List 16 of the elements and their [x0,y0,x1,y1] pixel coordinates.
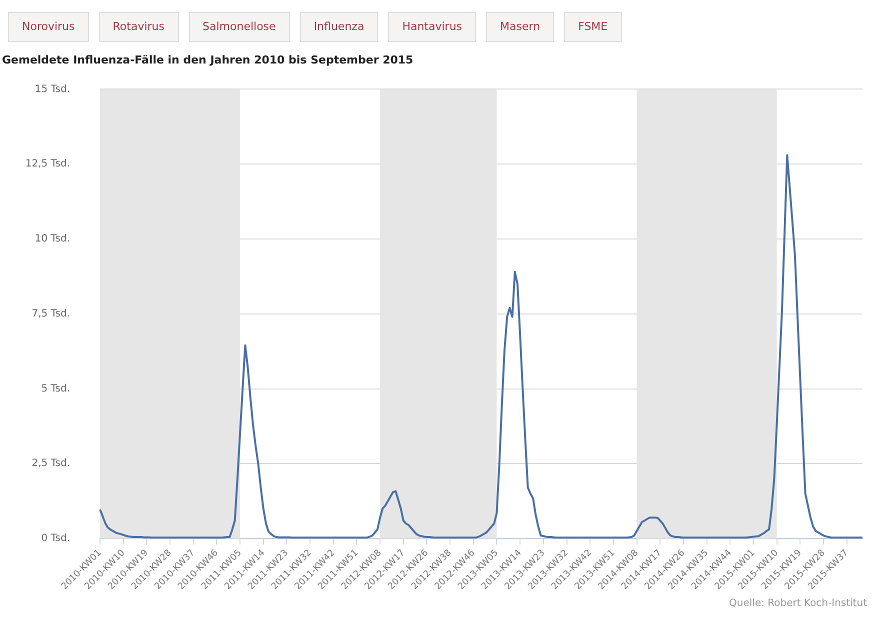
text: Influenza [300,12,378,42]
y-tick-label: 12,5 Tsd. [25,158,70,170]
text: Masern [486,12,554,42]
text: Rotavirus [98,12,178,42]
y-tick-label: 0 Tsd. [41,533,70,544]
chart-title: Gemeldete Influenza-Fälle in den Jahren 2010 bis September 2015 [2,53,414,66]
y-tick-label: 2,5 Tsd. [32,458,70,470]
y-tick-label: 10 Tsd. [34,234,70,245]
source-note: Quelle: Robert Koch-Institut [729,598,867,609]
text: Norovirus [8,12,89,42]
text: FSME [564,12,622,42]
y-tick-label: 5 Tsd. [41,383,70,394]
y-tick-label: 15 Tsd. [34,84,70,95]
text: Salmonellose [188,12,290,42]
y-tick-label: 7,5 Tsd. [32,308,70,320]
text: Hantavirus [388,12,476,42]
